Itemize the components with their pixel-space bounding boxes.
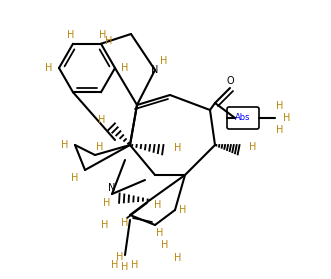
Text: Abs: Abs	[235, 114, 251, 122]
Text: H: H	[116, 252, 124, 262]
Text: N: N	[151, 65, 159, 75]
Text: H: H	[161, 240, 169, 250]
Text: H: H	[276, 125, 284, 135]
Text: H: H	[121, 218, 129, 228]
Text: H: H	[249, 142, 257, 152]
Text: H: H	[174, 143, 182, 153]
Text: H: H	[154, 200, 162, 210]
Text: H: H	[98, 115, 106, 125]
Text: H: H	[71, 173, 79, 183]
Text: H: H	[99, 30, 107, 40]
Text: H: H	[61, 140, 69, 150]
Text: H: H	[105, 36, 113, 46]
Text: H: H	[111, 260, 119, 270]
FancyBboxPatch shape	[227, 107, 259, 129]
Text: H: H	[160, 56, 167, 66]
Text: H: H	[174, 253, 182, 263]
Text: O: O	[226, 76, 234, 86]
Text: H: H	[156, 228, 164, 238]
Text: H: H	[67, 30, 75, 40]
Text: H: H	[101, 220, 109, 230]
Text: H: H	[45, 63, 53, 73]
Text: H: H	[103, 198, 111, 208]
Text: H: H	[283, 113, 291, 123]
Text: H: H	[121, 262, 129, 272]
Text: N: N	[108, 183, 116, 193]
Text: H: H	[276, 101, 284, 111]
Text: H: H	[121, 63, 129, 73]
Text: H: H	[179, 205, 187, 215]
Text: H: H	[96, 142, 104, 152]
Text: H: H	[131, 260, 139, 270]
